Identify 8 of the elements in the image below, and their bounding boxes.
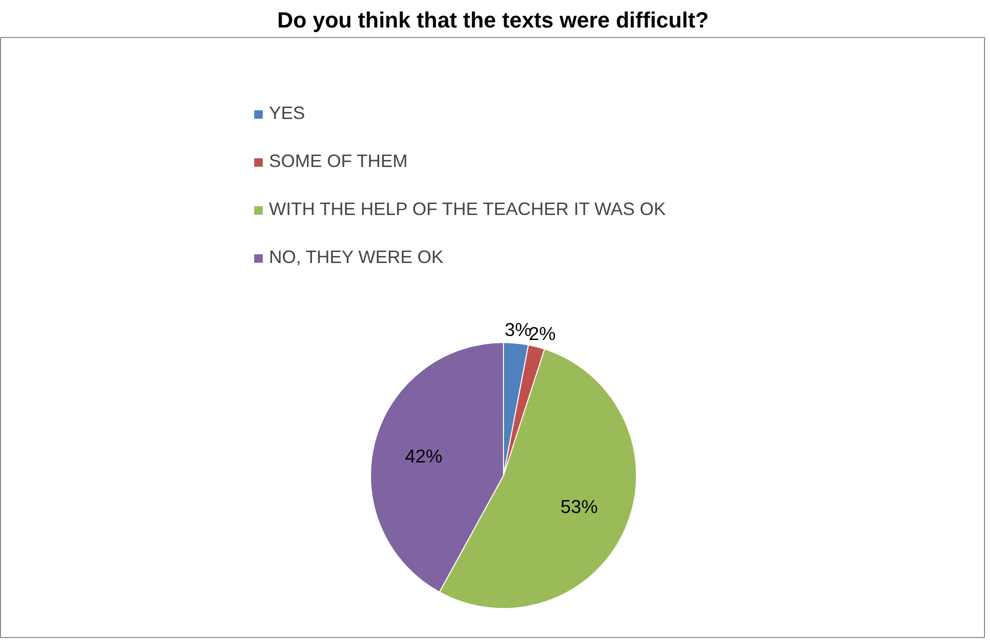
data-label: 53% [560, 496, 598, 517]
data-label: 42% [404, 446, 442, 467]
legend-label: WITH THE HELP OF THE TEACHER IT WAS OK [269, 199, 666, 220]
chart-title: Do you think that the texts were difficult? [277, 8, 709, 32]
data-label: 2% [528, 323, 556, 344]
legend-label: NO, THEY WERE OK [269, 247, 444, 268]
legend-label: YES [269, 103, 306, 124]
legend-label: SOME OF THEM [269, 151, 408, 172]
